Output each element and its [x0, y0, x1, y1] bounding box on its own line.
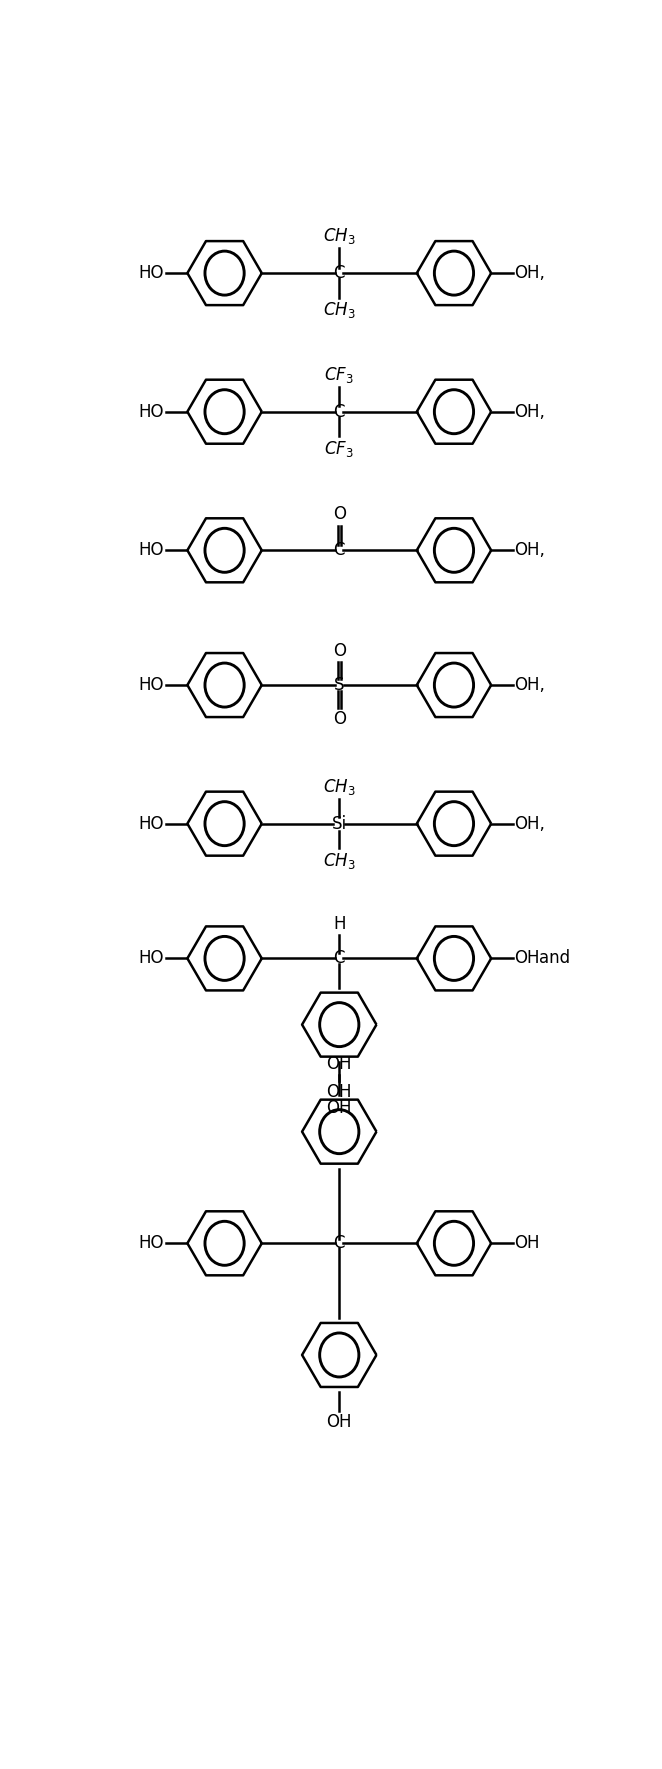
Text: $CH_3$: $CH_3$ [323, 851, 355, 870]
Text: HO: HO [138, 676, 164, 693]
Text: HO: HO [138, 541, 164, 559]
Text: O: O [333, 711, 346, 729]
Text: OH,: OH, [514, 264, 545, 281]
Text: OH: OH [326, 1413, 352, 1431]
Text: OH: OH [326, 1083, 352, 1100]
Text: $CH_3$: $CH_3$ [323, 301, 355, 320]
Text: HO: HO [138, 816, 164, 833]
Text: $CF_3$: $CF_3$ [324, 439, 354, 458]
Text: O: O [333, 506, 346, 524]
Text: C: C [334, 1235, 345, 1252]
Text: OH,: OH, [514, 541, 545, 559]
Text: C: C [334, 264, 345, 281]
Text: C: C [334, 403, 345, 421]
Text: HO: HO [138, 1235, 164, 1252]
Text: OH,: OH, [514, 676, 545, 693]
Text: HO: HO [138, 950, 164, 968]
Text: OH: OH [514, 950, 540, 968]
Text: $CF_3$: $CF_3$ [324, 364, 354, 386]
Text: and: and [540, 950, 571, 968]
Text: OH: OH [326, 1099, 352, 1116]
Text: $CH_3$: $CH_3$ [323, 777, 355, 796]
Text: H: H [333, 915, 346, 932]
Text: HO: HO [138, 264, 164, 281]
Text: OH,: OH, [514, 403, 545, 421]
Text: C: C [334, 541, 345, 559]
Text: O: O [333, 642, 346, 660]
Text: HO: HO [138, 403, 164, 421]
Text: OH: OH [514, 1235, 540, 1252]
Text: S: S [334, 676, 344, 693]
Text: OH: OH [326, 1054, 352, 1074]
Text: OH,: OH, [514, 816, 545, 833]
Text: C: C [334, 950, 345, 968]
Text: $CH_3$: $CH_3$ [323, 226, 355, 246]
Text: Si: Si [332, 816, 347, 833]
